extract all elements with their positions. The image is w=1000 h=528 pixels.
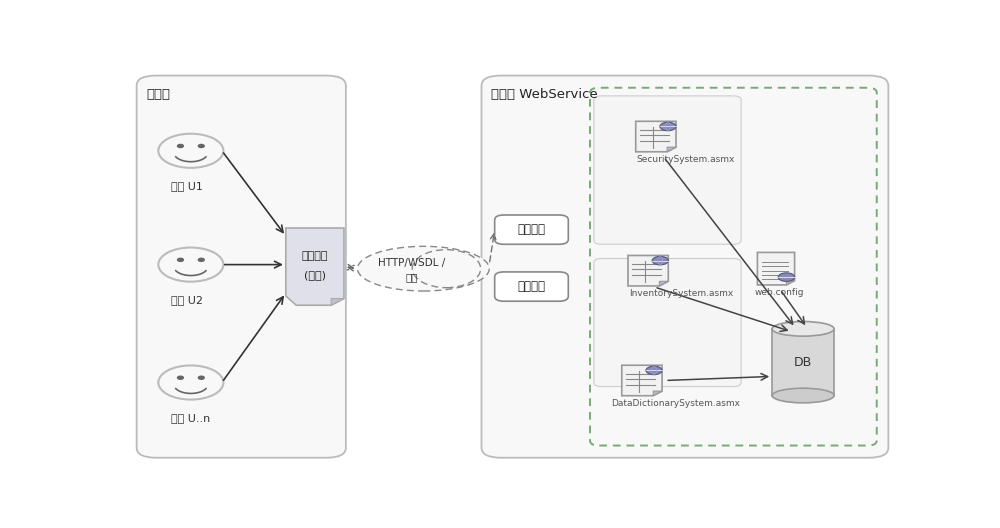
FancyBboxPatch shape [594, 259, 741, 386]
FancyBboxPatch shape [482, 76, 888, 458]
Text: 客户端: 客户端 [146, 88, 170, 101]
Circle shape [178, 145, 183, 147]
Ellipse shape [772, 322, 834, 336]
Text: 提交数据: 提交数据 [302, 251, 328, 261]
Circle shape [198, 145, 204, 147]
Text: 数据解密: 数据解密 [517, 280, 545, 293]
Text: InventorySystem.asmx: InventorySystem.asmx [629, 289, 733, 298]
Text: DataDictionarySystem.asmx: DataDictionarySystem.asmx [611, 399, 740, 408]
Polygon shape [286, 228, 344, 305]
Polygon shape [659, 281, 668, 286]
Ellipse shape [772, 388, 834, 403]
Text: DB: DB [794, 356, 812, 369]
Polygon shape [622, 365, 662, 395]
Polygon shape [636, 121, 676, 152]
Circle shape [198, 376, 204, 379]
Text: 用户 U1: 用户 U1 [171, 182, 203, 191]
Polygon shape [667, 147, 676, 152]
Text: 服务端 WebService: 服务端 WebService [491, 88, 598, 101]
FancyBboxPatch shape [495, 215, 568, 244]
Polygon shape [628, 256, 668, 286]
Text: (加密): (加密) [304, 270, 326, 280]
Text: SecuritySystem.asmx: SecuritySystem.asmx [637, 155, 735, 164]
Bar [772, 329, 834, 395]
Text: HTTP/WSDL /: HTTP/WSDL / [378, 258, 445, 268]
Text: 用户验证: 用户验证 [517, 223, 545, 236]
Polygon shape [331, 298, 344, 305]
Polygon shape [653, 391, 662, 395]
Polygon shape [786, 281, 795, 285]
Circle shape [660, 122, 676, 131]
Circle shape [178, 258, 183, 261]
Ellipse shape [358, 246, 489, 291]
Circle shape [646, 366, 662, 375]
Polygon shape [757, 252, 795, 285]
Text: 通道: 通道 [405, 272, 418, 282]
FancyBboxPatch shape [594, 96, 741, 244]
FancyBboxPatch shape [137, 76, 346, 458]
FancyBboxPatch shape [495, 272, 568, 301]
Circle shape [652, 257, 668, 265]
Circle shape [198, 258, 204, 261]
Circle shape [178, 376, 183, 379]
Text: 用户 U..n: 用户 U..n [171, 413, 210, 423]
Circle shape [778, 273, 795, 281]
Text: 用户 U2: 用户 U2 [171, 295, 203, 305]
Text: web.config: web.config [754, 288, 804, 297]
